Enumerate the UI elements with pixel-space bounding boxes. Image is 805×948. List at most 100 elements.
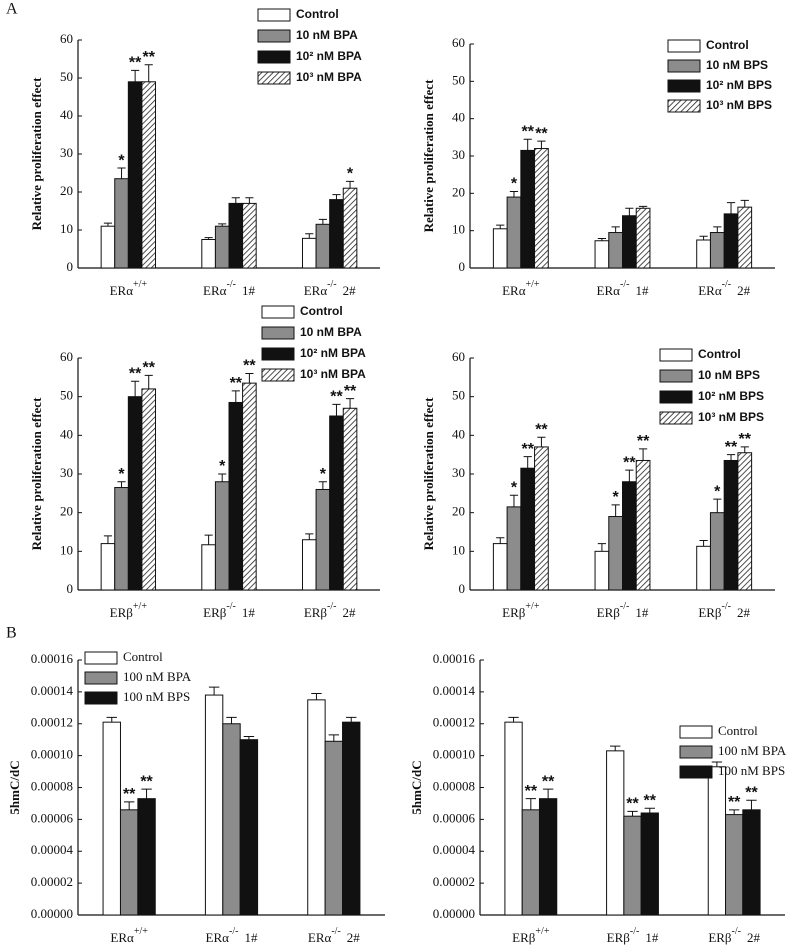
error-bar — [523, 456, 532, 469]
error-bar — [509, 494, 519, 507]
category-name: ERα — [110, 283, 134, 298]
error-bar — [231, 197, 240, 204]
legend-label: 10 nM BPS — [706, 58, 768, 72]
error-bar — [305, 233, 314, 239]
x-tick-label: ERβ-/- 2# — [708, 926, 760, 945]
error-bar — [525, 798, 537, 810]
error-bar — [245, 372, 254, 384]
significance-label: ** — [728, 794, 741, 811]
bar — [622, 481, 637, 591]
bar — [737, 206, 753, 269]
error-bar — [208, 686, 220, 696]
legend-label: 10³ nM BPA — [300, 367, 366, 381]
panel-label: B — [6, 625, 17, 642]
x-tick-label: ERα-/- 2# — [308, 926, 360, 945]
error-bar — [638, 448, 648, 461]
y-tick-label: 0 — [459, 581, 466, 596]
error-bar — [611, 226, 620, 233]
y-tick-label: 40 — [452, 426, 465, 441]
y-tick-label: 50 — [60, 388, 73, 403]
category-superscript: -/- — [732, 926, 741, 937]
significance-label: * — [347, 166, 354, 183]
legend-label: 10 nM BPA — [296, 28, 358, 42]
significance-label: ** — [521, 123, 534, 140]
error-bar — [611, 504, 620, 517]
category-superscript: -/- — [620, 601, 629, 612]
category-superscript: +/+ — [535, 926, 549, 937]
y-tick-label: 30 — [60, 145, 73, 160]
legend-swatch — [261, 326, 295, 340]
y-tick-label: 30 — [60, 465, 73, 480]
bar — [307, 699, 326, 916]
bar — [214, 481, 230, 591]
significance-label: ** — [623, 454, 636, 471]
significance-label: ** — [142, 49, 155, 66]
significance-label: ** — [535, 421, 548, 438]
y-tick-label: 0.00014 — [433, 683, 476, 698]
y-tick-label: 0.00010 — [433, 747, 475, 762]
x-tick-label: ERα-/- 1# — [597, 279, 649, 298]
error-bar — [226, 716, 237, 724]
y-tick-label: 0.00002 — [433, 874, 475, 889]
bar — [239, 739, 259, 916]
error-bar — [204, 534, 213, 545]
error-bar — [103, 535, 113, 544]
y-axis-label: Relative proliferation effect — [421, 397, 436, 550]
category-superscript: -/- — [327, 601, 336, 612]
category-name: ERβ — [708, 930, 732, 945]
legend-label: Control — [698, 347, 741, 361]
bar — [521, 809, 540, 916]
error-bar — [332, 403, 341, 416]
error-bar — [231, 390, 240, 403]
category-superscript: +/+ — [133, 601, 147, 612]
significance-label: ** — [542, 773, 555, 790]
panel-label: A — [6, 1, 18, 18]
significance-label: ** — [535, 125, 548, 142]
significance-label: ** — [123, 786, 136, 803]
significance-label: * — [613, 489, 620, 506]
legend-label: 10² nM BPS — [706, 78, 772, 92]
bar — [635, 459, 651, 591]
y-tick-label: 40 — [60, 426, 73, 441]
category-name: ERα — [502, 283, 526, 298]
legend-swatch — [667, 59, 701, 73]
legend-label: 10³ nM BPS — [698, 410, 764, 424]
category-superscript: -/- — [327, 279, 336, 290]
significance-label: ** — [739, 431, 752, 448]
error-bar — [508, 716, 519, 723]
bar — [520, 467, 536, 591]
bar — [534, 446, 549, 591]
error-bar — [496, 224, 505, 229]
bar — [228, 401, 244, 591]
error-bar — [204, 237, 213, 240]
category-suffix: 1# — [244, 930, 258, 945]
legend-swatch — [257, 50, 291, 64]
legend-label: 100 nM BPA — [123, 669, 192, 684]
category-suffix: 2# — [737, 605, 751, 620]
bar — [102, 721, 121, 916]
error-bar — [740, 446, 749, 453]
bar — [222, 723, 241, 916]
bar — [242, 382, 257, 591]
category-name: ERβ — [502, 605, 526, 620]
bar — [301, 539, 317, 591]
legend-swatch — [659, 348, 693, 362]
legend-swatch — [659, 369, 693, 383]
significance-label: ** — [129, 55, 142, 72]
bar — [228, 202, 244, 269]
legend-label: Control — [718, 723, 758, 738]
category-superscript: -/- — [722, 279, 731, 290]
y-tick-label: 30 — [452, 147, 465, 162]
x-tick-label: ERα+/+ — [502, 279, 540, 298]
y-tick-label: 0.00006 — [31, 810, 74, 825]
category-superscript: -/- — [722, 601, 731, 612]
bar — [342, 187, 358, 269]
error-bar — [311, 692, 322, 700]
significance-label: ** — [129, 365, 142, 382]
y-tick-label: 20 — [452, 504, 465, 519]
bar — [696, 545, 711, 591]
significance-label: ** — [230, 375, 243, 392]
bar — [204, 694, 224, 916]
category-name: ERα — [597, 283, 621, 298]
category-name: ERα — [308, 930, 332, 945]
